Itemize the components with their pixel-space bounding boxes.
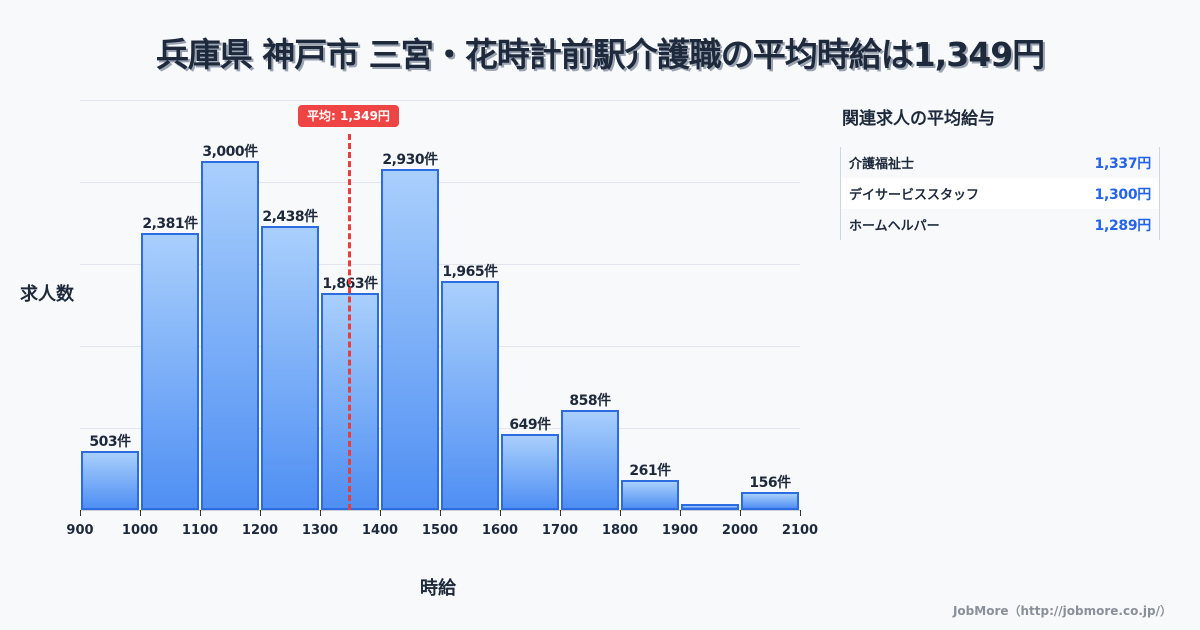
gridline [80,428,800,429]
x-tick [740,510,741,516]
gridline [80,346,800,347]
bar-value-label: 2,930件 [382,152,438,168]
histogram-bar[interactable] [741,492,799,510]
histogram-bar[interactable] [501,434,559,510]
page-title: 兵庫県 神戸市 三宮・花時計前駅介護職の平均時給は1,349円 [155,35,1045,74]
histogram-bar[interactable] [381,169,439,510]
x-axis-label: 時給 [420,578,456,599]
histogram-bar[interactable] [201,161,259,510]
x-tick-label: 900 [66,523,94,538]
x-tick-label: 1700 [541,523,579,538]
x-tick-label: 1000 [121,523,159,538]
related-salary-row[interactable]: ホームヘルパー 1,289円 [841,209,1159,240]
x-tick-label: 1800 [601,523,639,538]
bar-value-label: 649件 [509,417,551,433]
job-salary: 1,337円 [1094,155,1152,172]
related-salary-table: 介護福祉士 1,337円 デイサービススタッフ 1,300円 ホームヘルパー 1… [840,147,1160,240]
x-tick-label: 1400 [361,523,399,538]
x-tick [380,510,381,516]
source-credit[interactable]: JobMore（http://jobmore.co.jp/） [952,604,1172,618]
histogram-bar[interactable] [141,233,199,510]
x-tick-label: 1500 [421,523,459,538]
x-tick [80,510,81,516]
bar-value-label: 2,438件 [262,209,318,225]
x-tick-label: 1200 [241,523,279,538]
x-tick [260,510,261,516]
bar-value-label: 156件 [749,475,791,491]
x-tick-label: 2000 [721,523,759,538]
gridline [80,182,800,183]
gridline [80,100,800,101]
histogram-bar[interactable] [621,480,679,510]
bar-value-label: 261件 [629,463,671,479]
x-tick-label: 2100 [781,523,819,538]
x-tick [440,510,441,516]
job-name: デイサービススタッフ [849,188,980,203]
histogram-bar[interactable] [81,451,139,510]
histogram-bar[interactable] [681,504,739,510]
job-name: ホームヘルパー [849,219,940,234]
bar-value-label: 2,381件 [142,216,198,232]
x-tick-label: 1600 [481,523,519,538]
x-tick-label: 1300 [301,523,339,538]
bar-value-label: 1,965件 [442,264,498,280]
bar-value-label: 503件 [89,434,131,450]
x-tick [200,510,201,516]
histogram-bar[interactable] [441,281,499,510]
related-salary-row[interactable]: 介護福祉士 1,337円 [841,147,1159,178]
histogram-bar[interactable] [261,226,319,510]
x-tick [320,510,321,516]
x-tick [140,510,141,516]
job-salary: 1,300円 [1094,186,1152,203]
x-tick [500,510,501,516]
x-tick [680,510,681,516]
x-tick [800,510,801,516]
histogram-plot: 503件 2,381件 3,000件 2,438件 1,863件 2,930件 1,965件… [80,100,800,510]
mean-line [348,134,351,510]
related-salary-title: 関連求人の平均給与 [842,109,995,129]
related-salary-row[interactable]: デイサービススタッフ 1,300円 [841,178,1159,209]
x-tick [560,510,561,516]
x-tick-label: 1100 [181,523,219,538]
x-tick [620,510,621,516]
job-salary: 1,289円 [1094,217,1152,234]
y-axis-label: 求人数 [20,284,74,305]
bar-value-label: 3,000件 [202,144,258,160]
gridline [80,264,800,265]
histogram-bar[interactable] [561,410,619,510]
bar-value-label: 858件 [569,393,611,409]
mean-badge: 平均: 1,349円 [298,105,399,127]
job-name: 介護福祉士 [849,157,915,172]
x-tick-label: 1900 [661,523,699,538]
